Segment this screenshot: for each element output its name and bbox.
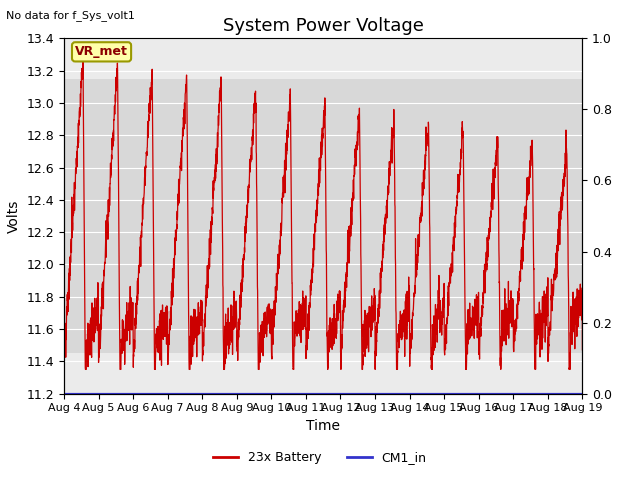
X-axis label: Time: Time (306, 419, 340, 433)
Y-axis label: Volts: Volts (7, 199, 21, 233)
Title: System Power Voltage: System Power Voltage (223, 17, 424, 36)
Text: VR_met: VR_met (75, 45, 128, 59)
Legend: 23x Battery, CM1_in: 23x Battery, CM1_in (208, 446, 432, 469)
Text: No data for f_Sys_volt1: No data for f_Sys_volt1 (6, 10, 135, 21)
Bar (64, 79, 582, 353)
